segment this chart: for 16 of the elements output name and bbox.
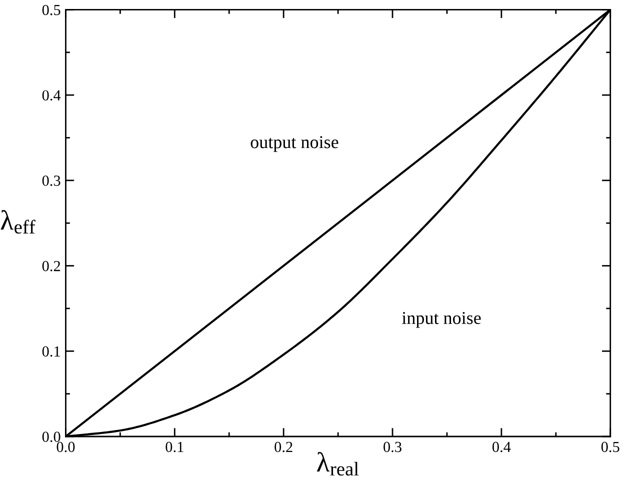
x-tick-label: 0.3 <box>384 442 402 452</box>
x-tick-label: 0.4 <box>492 442 511 452</box>
x-tick-label: 0.1 <box>166 442 184 452</box>
x-tick-label: 0.0 <box>56 442 75 452</box>
x-axis-title: λ$_{real}$ <box>316 452 359 476</box>
y-tick-label: 0.3 <box>42 176 60 186</box>
y-tick-label: 0.2 <box>42 260 60 272</box>
y-tick-label: 0.1 <box>42 346 60 357</box>
x-tick-label: 0.5 <box>601 442 620 452</box>
y-axis-title: λ$_{eff}$ <box>0 210 36 234</box>
annotation: input noise <box>402 312 481 328</box>
x-tick-label: 0.2 <box>274 442 292 452</box>
y-tick-label: 0.4 <box>42 90 61 101</box>
y-tick-label: 0.0 <box>42 432 60 442</box>
annotation: output noise <box>250 136 338 152</box>
y-tick-label: 0.5 <box>42 4 60 16</box>
